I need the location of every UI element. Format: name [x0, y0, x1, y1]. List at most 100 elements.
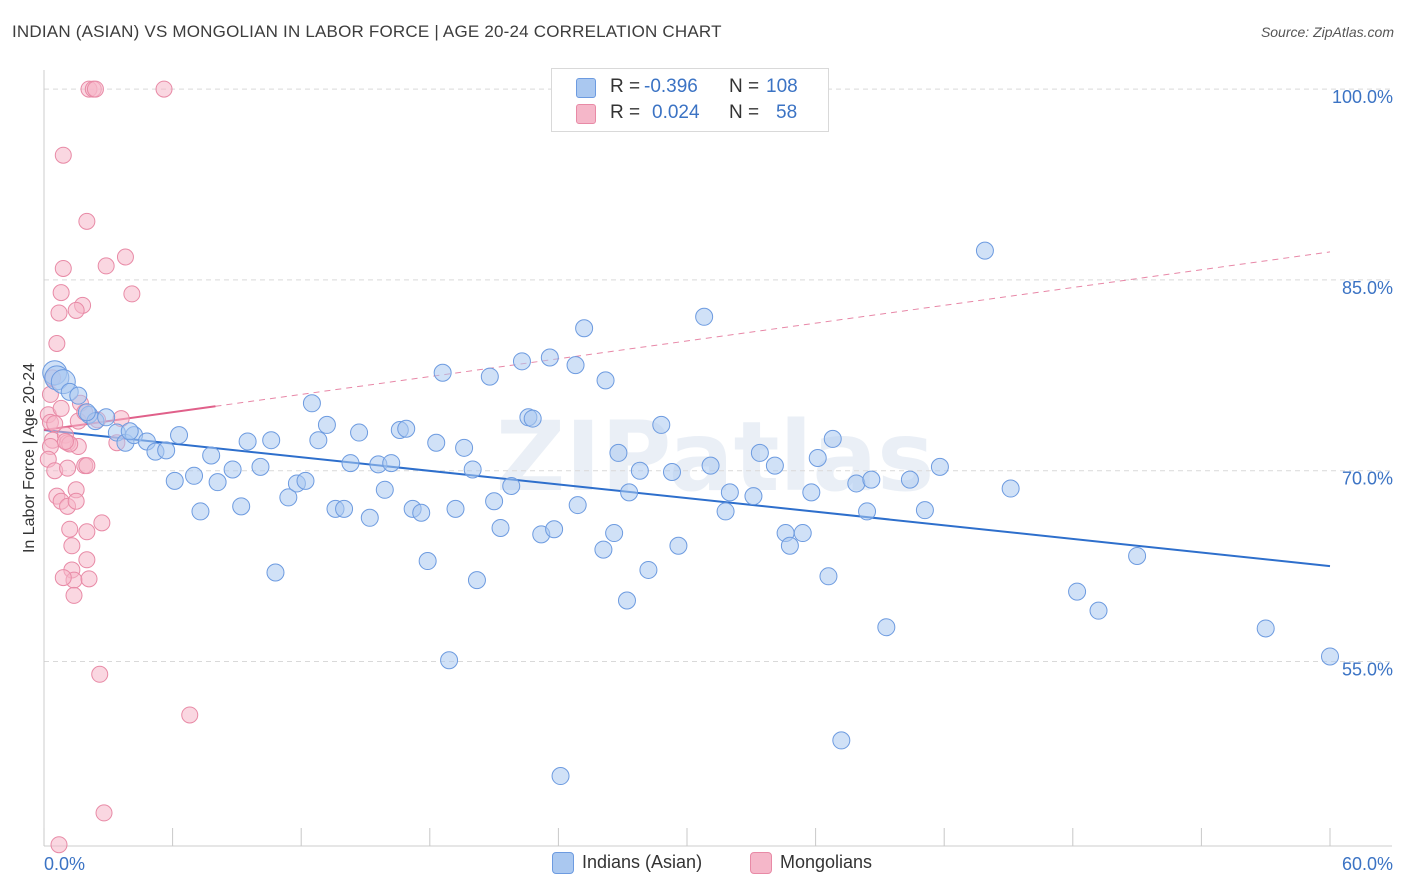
data-point-indian: [317, 415, 336, 434]
data-point-indian: [208, 473, 227, 492]
data-point-mongolian: [63, 537, 81, 555]
data-point-mongolian: [54, 146, 72, 164]
legend-n-value: 108: [766, 76, 798, 97]
data-point-indian: [819, 567, 838, 586]
bottom-legend-swatch-mongolian: [750, 852, 772, 874]
data-point-mongolian: [54, 569, 72, 587]
legend-n-label: N =: [729, 76, 760, 97]
data-point-indian: [77, 403, 96, 422]
data-point-indian: [262, 431, 281, 450]
data-point-mongolian: [155, 80, 173, 98]
data-point-mongolian: [181, 706, 199, 724]
data-point-mongolian: [67, 301, 85, 319]
data-point-indian: [170, 426, 189, 445]
data-point-indian: [639, 560, 658, 579]
trend-line-mongolian-extension: [215, 251, 1331, 407]
data-point-indian: [350, 423, 369, 442]
data-point-indian: [780, 536, 799, 555]
data-point-indian: [915, 501, 934, 520]
data-point-mongolian: [65, 586, 83, 604]
legend-r-label: R =: [610, 102, 641, 123]
data-point-mongolian: [50, 836, 68, 854]
data-point-indian: [765, 456, 784, 475]
bottom-legend-swatch-indian: [552, 852, 574, 874]
data-point-indian: [605, 524, 624, 543]
data-point-indian: [847, 474, 866, 493]
data-point-mongolian: [67, 492, 85, 510]
source-label: Source: ZipAtlas.com: [1260, 24, 1394, 40]
data-point-indian: [480, 367, 499, 386]
data-point-indian: [744, 487, 763, 506]
data-point-indian: [440, 651, 459, 670]
legend-r-value: -0.396: [644, 76, 698, 97]
data-point-indian: [716, 502, 735, 521]
data-point-indian: [309, 431, 328, 450]
data-point-mongolian: [123, 285, 141, 303]
data-point-indian: [596, 371, 615, 390]
data-point-indian: [412, 503, 431, 522]
data-point-mongolian: [80, 570, 98, 588]
data-point-indian: [238, 432, 257, 451]
y-tick-label: 70.0%: [1342, 469, 1393, 489]
data-point-indian: [568, 496, 587, 515]
bottom-legend-label-mongolian: Mongolians: [780, 852, 873, 872]
y-tick-label: 85.0%: [1342, 278, 1393, 298]
data-point-indian: [335, 499, 354, 518]
data-point-indian: [858, 502, 877, 521]
data-point-mongolian: [48, 335, 66, 353]
data-point-indian: [823, 429, 842, 448]
data-point-indian: [900, 470, 919, 489]
data-point-mongolian: [91, 665, 109, 683]
data-point-mongolian: [97, 257, 115, 275]
data-point-indian: [485, 492, 504, 511]
y-axis-label: In Labor Force | Age 20-24: [21, 363, 38, 553]
data-point-indian: [609, 443, 628, 462]
data-point-indian: [523, 409, 542, 428]
data-point-mongolian: [93, 514, 111, 532]
data-point-indian: [455, 438, 474, 457]
x-tick-label: 60.0%: [1342, 854, 1393, 874]
data-point-indian: [862, 470, 881, 489]
data-point-indian: [662, 462, 681, 481]
data-point-indian: [669, 536, 688, 555]
data-point-indian: [630, 461, 649, 480]
data-point-indian: [566, 356, 585, 375]
data-point-indian: [463, 460, 482, 479]
data-point-indian: [191, 502, 210, 521]
chart-title: INDIAN (ASIAN) VS MONGOLIAN IN LABOR FOR…: [12, 22, 722, 41]
data-point-mongolian: [86, 80, 104, 98]
data-point-mongolian: [56, 432, 74, 450]
data-point-mongolian: [54, 259, 72, 277]
data-point-indian: [802, 483, 821, 502]
data-point-indian: [540, 348, 559, 367]
y-tick-label: 100.0%: [1332, 87, 1393, 107]
data-point-indian: [1321, 647, 1339, 666]
legend-swatch-mongolian: [576, 104, 596, 124]
trend-line-indian: [43, 429, 1331, 568]
data-point-indian: [433, 363, 452, 382]
data-point-indian: [695, 307, 714, 326]
data-point-indian: [232, 497, 251, 516]
data-point-mongolian: [59, 459, 77, 477]
data-point-indian: [975, 241, 994, 260]
data-point-indian: [202, 446, 221, 465]
data-point-indian: [594, 540, 613, 559]
data-point-indian: [382, 454, 401, 473]
data-point-indian: [446, 499, 465, 518]
data-point-indian: [1089, 601, 1108, 620]
data-point-indian: [617, 591, 636, 610]
data-point-indian: [375, 480, 394, 499]
data-point-indian: [165, 471, 184, 490]
data-point-indian: [793, 524, 812, 543]
data-point-indian: [69, 386, 88, 405]
data-point-indian: [266, 563, 285, 582]
data-point-indian: [620, 483, 639, 502]
data-point-indian: [512, 352, 531, 371]
data-point-indian: [341, 454, 360, 473]
data-point-mongolian: [52, 399, 70, 417]
data-point-indian: [157, 441, 176, 460]
legend-r-label: R =: [610, 76, 641, 97]
data-point-indian: [279, 488, 298, 507]
data-point-indian: [97, 408, 116, 427]
data-point-indian: [251, 457, 270, 476]
